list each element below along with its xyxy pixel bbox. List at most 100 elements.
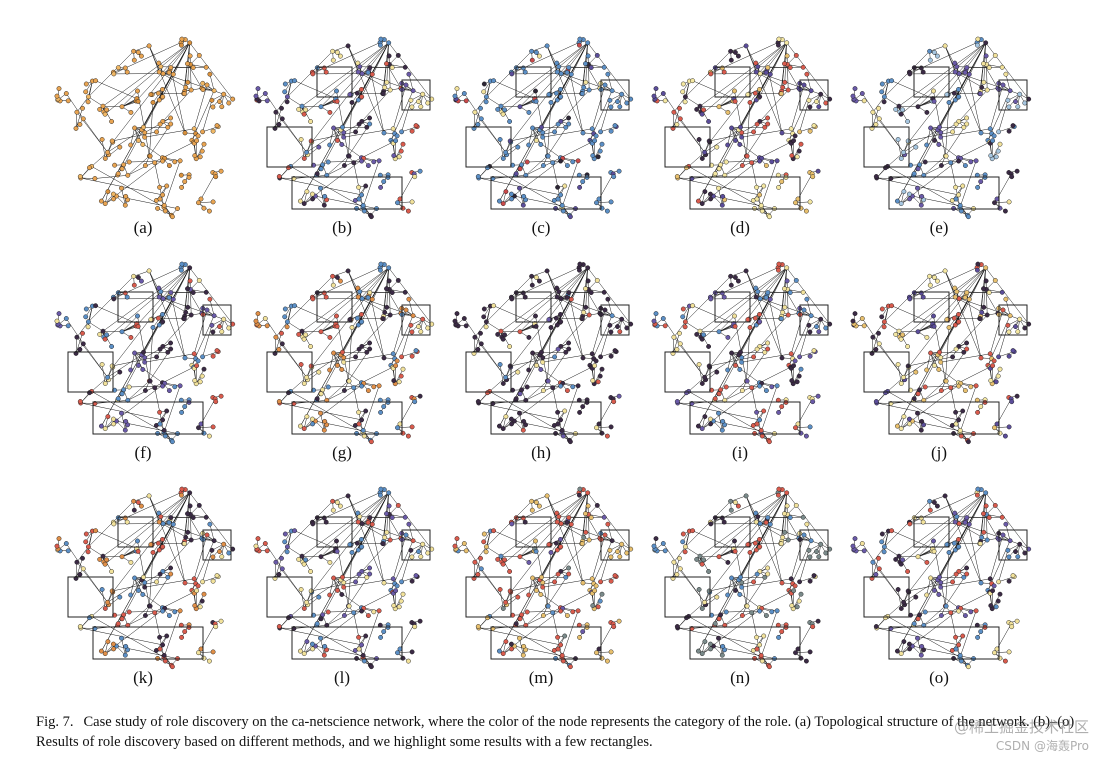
graph-node — [330, 48, 336, 54]
graph-edge — [361, 42, 389, 97]
graph-node — [507, 344, 513, 349]
graph-node — [83, 306, 89, 312]
graph-node — [105, 149, 111, 155]
graph-node — [128, 559, 134, 565]
graph-node — [986, 290, 992, 296]
graph-node — [330, 57, 336, 63]
graph-node — [962, 388, 968, 394]
graph-node — [339, 142, 345, 147]
graph-node — [706, 119, 712, 124]
highlight-rectangle — [202, 304, 232, 336]
graph-node — [964, 121, 970, 127]
graph-node — [115, 65, 121, 71]
graph-node — [138, 278, 144, 284]
graph-node — [943, 378, 949, 384]
graph-node — [367, 515, 373, 521]
graph-node — [337, 503, 343, 509]
graph-node — [788, 126, 794, 132]
graph-edge — [701, 42, 787, 115]
graph-node — [601, 64, 607, 70]
graph-node — [893, 106, 899, 112]
graph-node — [384, 286, 389, 292]
graph-node — [160, 608, 166, 614]
graph-node — [389, 515, 395, 521]
graph-node — [555, 409, 561, 415]
graph-edge — [326, 155, 349, 176]
graph-node — [406, 71, 412, 77]
graph-edge — [897, 139, 902, 159]
graph-node — [977, 91, 983, 97]
graph-node — [796, 373, 802, 379]
graph-node — [322, 418, 328, 424]
graph-node — [364, 349, 370, 355]
graph-edge — [898, 42, 986, 107]
graph-node — [564, 163, 570, 169]
graph-node — [978, 179, 984, 185]
graph-node — [918, 290, 924, 296]
graph-node — [928, 350, 934, 356]
graph-node — [696, 362, 702, 367]
graph-node — [927, 282, 933, 288]
graph-node — [907, 71, 913, 77]
graph-node — [515, 144, 521, 150]
graph-edge — [163, 385, 181, 433]
graph-edge — [397, 426, 413, 428]
highlight-rectangle — [664, 351, 711, 393]
graph-edge — [930, 352, 940, 370]
graph-node — [566, 290, 572, 296]
graph-node — [674, 121, 680, 127]
graph-edge — [328, 610, 362, 613]
graph-node — [353, 579, 359, 585]
graph-edge — [546, 270, 558, 298]
graph-node — [990, 363, 996, 369]
graph-edge — [898, 105, 919, 107]
graph-node — [1002, 433, 1008, 439]
graph-edge — [591, 84, 606, 129]
graph-node — [729, 125, 735, 131]
graph-node — [284, 319, 290, 325]
graph-node — [684, 390, 689, 396]
graph-node — [602, 307, 608, 313]
graph-node — [85, 319, 91, 325]
graph-edge — [362, 160, 380, 208]
graph-node — [898, 381, 904, 386]
graph-edge — [265, 93, 283, 119]
graph-node — [496, 423, 502, 429]
graph-edge — [862, 318, 880, 344]
graph-node — [798, 366, 804, 372]
graph-node — [554, 60, 560, 66]
graph-node — [85, 94, 91, 100]
graph-node — [335, 587, 340, 593]
graph-node — [65, 98, 71, 104]
graph-node — [765, 65, 771, 71]
graph-edge — [787, 64, 804, 68]
graph-edge — [473, 337, 476, 354]
graph-node — [483, 324, 489, 330]
graph-node — [197, 604, 203, 610]
graph-node — [952, 294, 958, 300]
graph-node — [575, 383, 581, 389]
graph-node — [109, 569, 115, 574]
graph-node — [213, 624, 219, 630]
graph-node — [105, 374, 111, 380]
highlight-rectangle — [863, 126, 910, 168]
graph-edge — [940, 353, 991, 363]
graph-node — [282, 314, 288, 320]
graph-edge — [718, 315, 735, 332]
graph-node — [179, 634, 185, 640]
graph-node — [190, 65, 196, 71]
graph-node — [168, 65, 174, 71]
graph-node — [54, 318, 60, 324]
graph-edge — [699, 330, 720, 332]
graph-node — [682, 324, 688, 330]
graph-edge — [401, 325, 412, 357]
graph-node — [382, 84, 388, 90]
graph-node — [696, 137, 702, 142]
graph-node — [763, 388, 769, 394]
graph-node — [284, 549, 290, 555]
graph-node — [210, 128, 216, 134]
graph-node — [612, 348, 618, 354]
graph-node — [367, 571, 373, 577]
graph-node — [968, 159, 974, 165]
graph-node — [310, 646, 316, 652]
